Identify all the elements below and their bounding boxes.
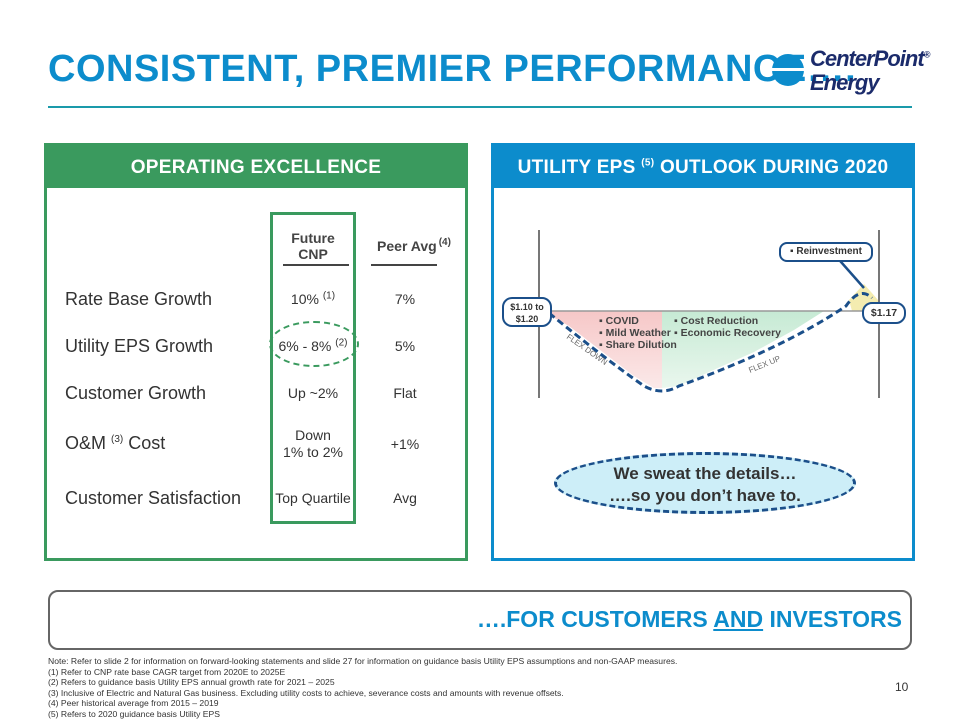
operating-excellence-panel: OPERATING EXCELLENCE Future CNP Peer Avg… <box>44 143 468 561</box>
cnp-rate-base-growth: 10% (1) <box>290 290 336 307</box>
start-eps-range-label: $1.10 to $1.20 <box>502 297 552 327</box>
footnote-1: (1) Refer to CNP rate base CAGR target f… <box>48 666 286 677</box>
page-number: 10 <box>895 680 909 694</box>
cnp-utility-eps-growth: 6% - 8% (2) <box>278 337 348 354</box>
utility-eps-outlook-header: UTILITY EPS (5) OUTLOOK DURING 2020 <box>494 146 912 188</box>
peer-customer-satisfaction: Avg <box>393 490 417 506</box>
eps-growth-highlight-ellipse <box>269 321 359 367</box>
row-label-om-cost: O&M (3) Cost <box>65 433 166 453</box>
flex-down-items: ▪ COVID ▪ Mild Weather ▪ Share Dilution <box>599 315 677 351</box>
eps-outlook-diagram: FLEX DOWN FLEX UP ▪ COVID ▪ Mild Weather… <box>538 230 880 398</box>
logo-globe-icon <box>772 54 808 86</box>
utility-eps-outlook-panel: UTILITY EPS (5) OUTLOOK DURING 2020 FLEX… <box>491 143 915 561</box>
customers-investors-text: ….FOR CUSTOMERS AND INVESTORS <box>476 606 902 632</box>
logo-text-energy: Energy <box>810 70 880 95</box>
peer-avg-header-rule <box>371 264 437 266</box>
customers-investors-banner: ….FOR CUSTOMERS AND INVESTORS <box>48 590 912 650</box>
footnote-3: (3) Inclusive of Electric and Natural Ga… <box>48 687 564 698</box>
row-label-rate-base-growth: Rate Base Growth <box>65 289 213 309</box>
footnote-5: (5) Refers to 2020 guidance basis Utilit… <box>48 708 220 719</box>
cnp-customer-growth: Up ~2% <box>287 385 339 401</box>
sweat-details-bubble: We sweat the details… ….so you don’t hav… <box>554 452 856 514</box>
peer-rate-base-growth: 7% <box>394 291 416 307</box>
operating-excellence-header: OPERATING EXCELLENCE <box>47 146 465 188</box>
footnotes: Note: Refer to slide 2 for information o… <box>48 656 908 719</box>
title-divider <box>48 106 912 108</box>
future-cnp-column-box <box>270 212 356 524</box>
row-label-customer-growth: Customer Growth <box>65 383 207 403</box>
footnote-main: Note: Refer to slide 2 for information o… <box>48 656 678 666</box>
footnote-2: (2) Refers to guidance basis Utility EPS… <box>48 677 335 687</box>
logo-registered-mark: ® <box>923 49 931 60</box>
peer-avg-header: Peer Avg (4) <box>377 237 451 254</box>
peer-utility-eps-growth: 5% <box>394 338 416 354</box>
peer-om-cost: +1% <box>390 436 420 452</box>
eps-path-line <box>548 292 874 393</box>
page-title: CONSISTENT, PREMIER PERFORMANCE…. <box>48 48 857 90</box>
row-label-utility-eps-growth: Utility EPS Growth <box>65 336 214 356</box>
row-label-customer-satisfaction: Customer Satisfaction <box>65 488 242 508</box>
flex-up-items: ▪ Cost Reduction ▪ Economic Recovery <box>674 315 781 339</box>
footnote-4: (4) Peer historical average from 2015 – … <box>48 698 219 708</box>
centerpoint-logo: CenterPoint® Energy <box>770 46 930 98</box>
flex-down-region <box>542 311 662 388</box>
flex-up-region <box>662 311 824 388</box>
future-cnp-header-rule <box>283 264 349 266</box>
cnp-om-cost: Down 1% to 2% <box>283 427 343 460</box>
cnp-customer-satisfaction: Top Quartile <box>275 490 351 506</box>
reinvestment-label: ▪ Reinvestment <box>779 242 873 262</box>
future-cnp-header: Future CNP <box>291 230 335 262</box>
logo-text-centerpoint: CenterPoint® <box>810 46 931 71</box>
peer-customer-growth: Flat <box>393 385 417 401</box>
end-eps-label: $1.17 <box>862 302 906 324</box>
